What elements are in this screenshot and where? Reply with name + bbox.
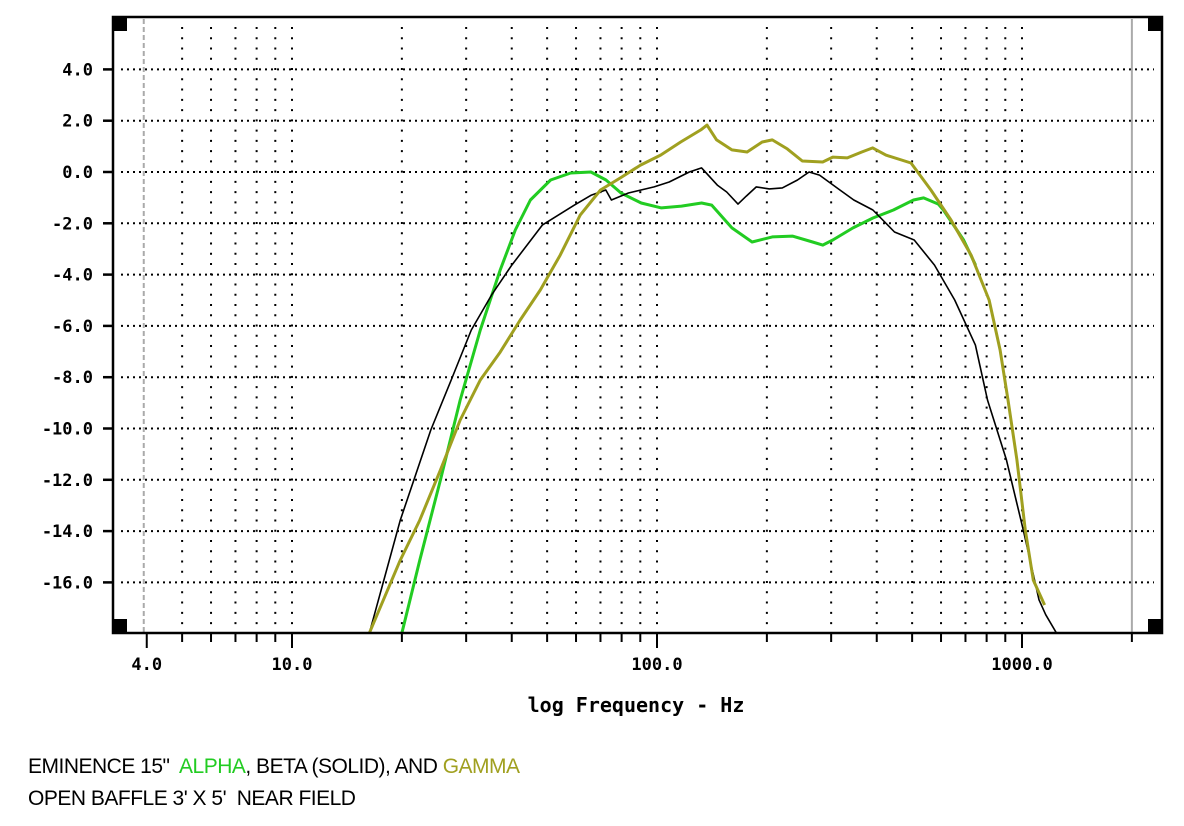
corner-marker [114, 619, 127, 632]
y-tick-label: 2.0 [62, 112, 93, 132]
legend-gamma: GAMMA [442, 755, 520, 778]
frequency-response-chart: 4.0 2.0 0.0 -2.0 -4.0 -6.0 -8.0 -10.0 -12.0 -14.0… [42, 15, 1164, 717]
caption-middle: , BETA (SOLID), AND [245, 755, 443, 778]
caption-line-1: EMINENCE 15" ALPHA, BETA (SOLID), AND GA… [28, 755, 520, 779]
series-line-gamma [368, 123, 1046, 633]
x-tick-label: 100.0 [631, 655, 682, 675]
x-tick-label: 4.0 [131, 655, 162, 675]
corner-marker [114, 18, 127, 31]
x-axis-title: log Frequency - Hz [528, 693, 745, 717]
legend-alpha: ALPHA [179, 755, 246, 778]
series-line-alpha [400, 170, 977, 633]
grid [121, 27, 1154, 629]
reference-lines [142, 19, 1133, 633]
corner-marker [1148, 18, 1161, 31]
y-tick-label: -6.0 [52, 317, 93, 337]
corner-marker [1148, 619, 1161, 632]
y-tick-label: 4.0 [62, 60, 93, 80]
x-tick-label: 10.0 [272, 655, 313, 675]
y-tick-label: -2.0 [52, 214, 93, 234]
y-axis: 4.0 2.0 0.0 -2.0 -4.0 -6.0 -8.0 -10.0 -12.0 -14.0… [42, 60, 113, 593]
caption-line-2: OPEN BAFFLE 3' X 5' NEAR FIELD [28, 787, 356, 810]
y-tick-label: -8.0 [52, 368, 93, 388]
x-tick-label: 1000.0 [991, 655, 1052, 675]
y-tick-label: -16.0 [42, 573, 93, 593]
x-axis: 4.0 10.0 100.0 1000.0 [131, 633, 1133, 675]
y-tick-label: -10.0 [42, 420, 93, 440]
series-line-beta [368, 167, 1058, 633]
caption-prefix: EMINENCE 15" [28, 755, 180, 778]
y-tick-label: -4.0 [52, 266, 93, 286]
y-tick-label: 0.0 [62, 163, 93, 183]
y-tick-label: -12.0 [42, 471, 93, 491]
series-group [368, 123, 1058, 633]
y-tick-label: -14.0 [42, 522, 93, 542]
